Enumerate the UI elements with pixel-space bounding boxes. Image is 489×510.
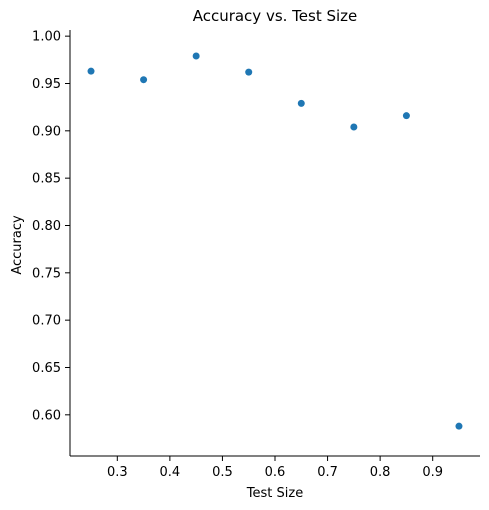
x-tick-label: 0.4 — [160, 465, 181, 480]
data-point — [297, 99, 305, 107]
x-tick-label: 0.3 — [107, 465, 128, 480]
data-point — [455, 422, 463, 430]
data-point — [350, 123, 358, 131]
data-point — [140, 76, 148, 84]
y-tick-label: 0.70 — [32, 314, 61, 329]
x-tick-label: 0.6 — [265, 465, 286, 480]
y-tick-label: 1.00 — [32, 30, 61, 45]
data-point — [245, 68, 253, 76]
y-tick-label: 0.65 — [32, 361, 61, 376]
x-tick-label: 0.7 — [317, 465, 338, 480]
data-point — [402, 112, 410, 120]
y-tick-label: 0.90 — [32, 124, 61, 139]
y-tick-label: 0.80 — [32, 219, 61, 234]
y-tick-label: 0.75 — [32, 266, 61, 281]
y-tick-label: 0.60 — [32, 408, 61, 423]
data-point — [87, 67, 95, 75]
data-points — [87, 52, 463, 430]
x-tick-label: 0.5 — [212, 465, 233, 480]
data-point — [192, 52, 200, 60]
chart-title: Accuracy vs. Test Size — [193, 7, 358, 25]
y-tick-label: 0.85 — [32, 172, 61, 187]
x-ticks: 0.3 0.4 0.5 0.6 0.7 0.8 0.9 — [107, 456, 443, 480]
y-ticks: 0.60 0.65 0.70 0.75 0.80 0.85 0.90 0.95 1.00 — [32, 30, 70, 423]
y-tick-label: 0.95 — [32, 77, 61, 92]
y-axis-label: Accuracy — [10, 215, 25, 275]
x-axis-label: Test Size — [246, 486, 303, 501]
axes — [69, 30, 480, 457]
x-tick-label: 0.9 — [422, 465, 443, 480]
x-tick-label: 0.8 — [370, 465, 391, 480]
